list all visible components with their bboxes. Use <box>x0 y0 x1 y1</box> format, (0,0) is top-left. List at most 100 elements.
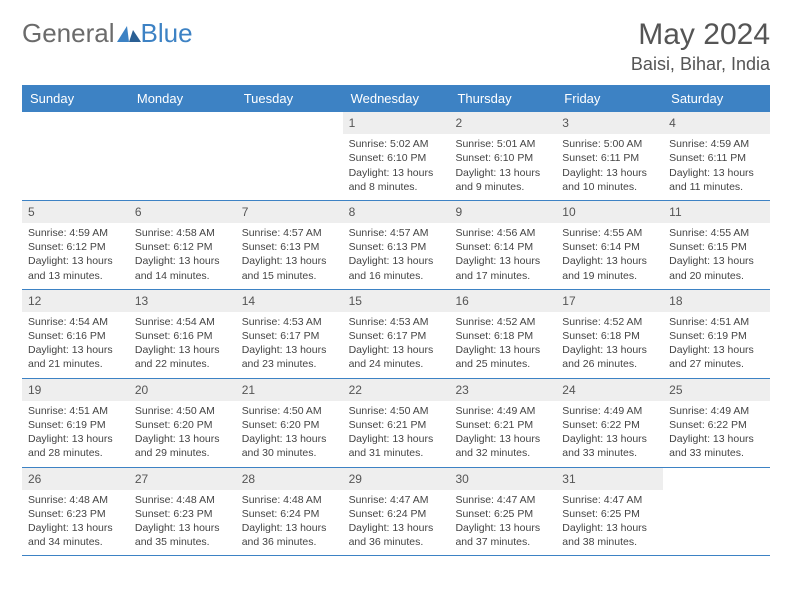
day-body: Sunrise: 4:47 AMSunset: 6:24 PMDaylight:… <box>343 490 450 556</box>
day-number: 11 <box>663 201 770 223</box>
day-cell: 25Sunrise: 4:49 AMSunset: 6:22 PMDayligh… <box>663 379 770 467</box>
day-sunset: Sunset: 6:18 PM <box>455 329 550 343</box>
day-number: 7 <box>236 201 343 223</box>
weeks-container: ...1Sunrise: 5:02 AMSunset: 6:10 PMDayli… <box>22 112 770 556</box>
day-sunset: Sunset: 6:16 PM <box>135 329 230 343</box>
day-daylight2: and 33 minutes. <box>562 446 657 460</box>
week-row: 12Sunrise: 4:54 AMSunset: 6:16 PMDayligh… <box>22 290 770 379</box>
day-body: Sunrise: 5:02 AMSunset: 6:10 PMDaylight:… <box>343 134 450 200</box>
day-body: Sunrise: 4:47 AMSunset: 6:25 PMDaylight:… <box>556 490 663 556</box>
day-sunset: Sunset: 6:15 PM <box>669 240 764 254</box>
day-cell: 16Sunrise: 4:52 AMSunset: 6:18 PMDayligh… <box>449 290 556 378</box>
day-cell: 1Sunrise: 5:02 AMSunset: 6:10 PMDaylight… <box>343 112 450 200</box>
day-number: 17 <box>556 290 663 312</box>
day-daylight1: Daylight: 13 hours <box>562 343 657 357</box>
day-sunrise: Sunrise: 4:50 AM <box>242 404 337 418</box>
day-sunset: Sunset: 6:14 PM <box>562 240 657 254</box>
brand-part1: General <box>22 18 115 49</box>
day-sunrise: Sunrise: 4:50 AM <box>135 404 230 418</box>
day-sunrise: Sunrise: 4:51 AM <box>28 404 123 418</box>
day-sunset: Sunset: 6:21 PM <box>349 418 444 432</box>
day-daylight2: and 11 minutes. <box>669 180 764 194</box>
logo-mark-icon <box>117 18 141 49</box>
day-body: Sunrise: 4:49 AMSunset: 6:21 PMDaylight:… <box>449 401 556 467</box>
brand-logo: General Blue <box>22 18 193 49</box>
day-cell: 15Sunrise: 4:53 AMSunset: 6:17 PMDayligh… <box>343 290 450 378</box>
day-daylight1: Daylight: 13 hours <box>242 343 337 357</box>
day-body: Sunrise: 4:54 AMSunset: 6:16 PMDaylight:… <box>129 312 236 378</box>
day-sunrise: Sunrise: 4:48 AM <box>135 493 230 507</box>
day-daylight1: Daylight: 13 hours <box>562 254 657 268</box>
day-sunset: Sunset: 6:14 PM <box>455 240 550 254</box>
day-sunset: Sunset: 6:13 PM <box>349 240 444 254</box>
week-row: ...1Sunrise: 5:02 AMSunset: 6:10 PMDayli… <box>22 112 770 201</box>
day-daylight1: Daylight: 13 hours <box>349 254 444 268</box>
day-body: Sunrise: 4:56 AMSunset: 6:14 PMDaylight:… <box>449 223 556 289</box>
day-daylight1: Daylight: 13 hours <box>455 521 550 535</box>
day-daylight1: Daylight: 13 hours <box>349 166 444 180</box>
day-daylight1: Daylight: 13 hours <box>455 432 550 446</box>
day-daylight2: and 8 minutes. <box>349 180 444 194</box>
day-daylight1: Daylight: 13 hours <box>242 254 337 268</box>
day-sunrise: Sunrise: 5:02 AM <box>349 137 444 151</box>
day-cell: 20Sunrise: 4:50 AMSunset: 6:20 PMDayligh… <box>129 379 236 467</box>
day-number: 1 <box>343 112 450 134</box>
day-cell: 29Sunrise: 4:47 AMSunset: 6:24 PMDayligh… <box>343 468 450 556</box>
day-cell: 27Sunrise: 4:48 AMSunset: 6:23 PMDayligh… <box>129 468 236 556</box>
day-number: 9 <box>449 201 556 223</box>
day-number: 23 <box>449 379 556 401</box>
day-body: Sunrise: 4:59 AMSunset: 6:12 PMDaylight:… <box>22 223 129 289</box>
day-cell: . <box>22 112 129 200</box>
day-daylight1: Daylight: 13 hours <box>28 343 123 357</box>
day-cell: 21Sunrise: 4:50 AMSunset: 6:20 PMDayligh… <box>236 379 343 467</box>
day-daylight2: and 23 minutes. <box>242 357 337 371</box>
day-number: 12 <box>22 290 129 312</box>
day-daylight1: Daylight: 13 hours <box>455 166 550 180</box>
day-sunrise: Sunrise: 4:52 AM <box>455 315 550 329</box>
day-cell: 3Sunrise: 5:00 AMSunset: 6:11 PMDaylight… <box>556 112 663 200</box>
day-cell: 26Sunrise: 4:48 AMSunset: 6:23 PMDayligh… <box>22 468 129 556</box>
day-cell: 7Sunrise: 4:57 AMSunset: 6:13 PMDaylight… <box>236 201 343 289</box>
day-number: 3 <box>556 112 663 134</box>
day-cell: 22Sunrise: 4:50 AMSunset: 6:21 PMDayligh… <box>343 379 450 467</box>
day-number: 4 <box>663 112 770 134</box>
day-number: 22 <box>343 379 450 401</box>
week-row: 19Sunrise: 4:51 AMSunset: 6:19 PMDayligh… <box>22 379 770 468</box>
day-daylight1: Daylight: 13 hours <box>455 343 550 357</box>
day-number: 14 <box>236 290 343 312</box>
day-body: Sunrise: 4:55 AMSunset: 6:15 PMDaylight:… <box>663 223 770 289</box>
day-sunset: Sunset: 6:20 PM <box>135 418 230 432</box>
day-daylight1: Daylight: 13 hours <box>349 343 444 357</box>
day-cell: 13Sunrise: 4:54 AMSunset: 6:16 PMDayligh… <box>129 290 236 378</box>
day-daylight2: and 32 minutes. <box>455 446 550 460</box>
day-sunset: Sunset: 6:18 PM <box>562 329 657 343</box>
brand-part2: Blue <box>141 18 193 49</box>
day-sunset: Sunset: 6:22 PM <box>669 418 764 432</box>
day-daylight1: Daylight: 13 hours <box>28 521 123 535</box>
weekday-label: Thursday <box>449 85 556 112</box>
day-body: Sunrise: 4:59 AMSunset: 6:11 PMDaylight:… <box>663 134 770 200</box>
day-sunset: Sunset: 6:23 PM <box>28 507 123 521</box>
day-daylight2: and 37 minutes. <box>455 535 550 549</box>
day-daylight2: and 26 minutes. <box>562 357 657 371</box>
day-body: Sunrise: 4:57 AMSunset: 6:13 PMDaylight:… <box>343 223 450 289</box>
week-row: 5Sunrise: 4:59 AMSunset: 6:12 PMDaylight… <box>22 201 770 290</box>
day-daylight2: and 22 minutes. <box>135 357 230 371</box>
day-sunset: Sunset: 6:20 PM <box>242 418 337 432</box>
day-body: Sunrise: 4:48 AMSunset: 6:23 PMDaylight:… <box>129 490 236 556</box>
day-body: Sunrise: 4:52 AMSunset: 6:18 PMDaylight:… <box>556 312 663 378</box>
day-sunset: Sunset: 6:13 PM <box>242 240 337 254</box>
day-sunset: Sunset: 6:23 PM <box>135 507 230 521</box>
day-sunrise: Sunrise: 4:50 AM <box>349 404 444 418</box>
day-sunrise: Sunrise: 4:51 AM <box>669 315 764 329</box>
day-cell: 24Sunrise: 4:49 AMSunset: 6:22 PMDayligh… <box>556 379 663 467</box>
day-daylight1: Daylight: 13 hours <box>669 343 764 357</box>
day-sunset: Sunset: 6:19 PM <box>28 418 123 432</box>
day-daylight1: Daylight: 13 hours <box>669 166 764 180</box>
day-sunrise: Sunrise: 4:53 AM <box>242 315 337 329</box>
day-sunrise: Sunrise: 4:47 AM <box>349 493 444 507</box>
day-sunrise: Sunrise: 4:47 AM <box>455 493 550 507</box>
day-sunrise: Sunrise: 4:59 AM <box>669 137 764 151</box>
day-daylight1: Daylight: 13 hours <box>135 343 230 357</box>
day-sunrise: Sunrise: 4:59 AM <box>28 226 123 240</box>
